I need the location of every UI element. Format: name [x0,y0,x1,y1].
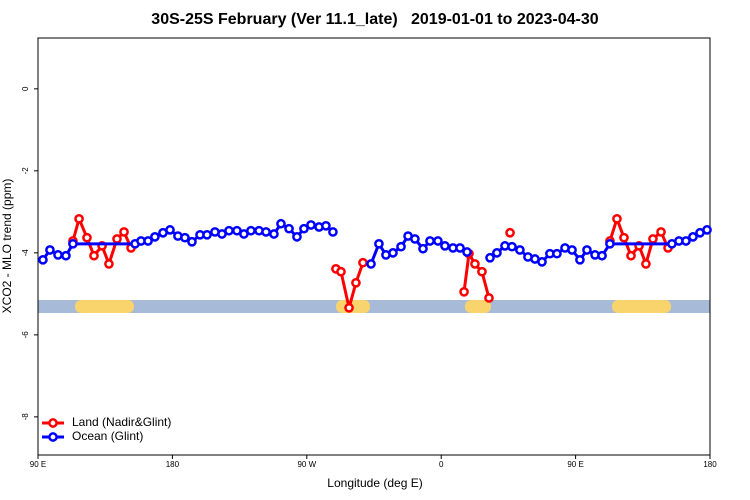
ocean-band [38,300,710,313]
data-point [505,227,515,238]
data-point [552,248,562,259]
legend-marker [48,432,58,442]
x-axis-label: Longitude (deg E) [327,476,422,490]
data-point [470,259,480,269]
data-point [299,223,309,234]
chart-title: 30S-25S February (Ver 11.1_late) 2019-01… [151,11,598,28]
data-point [425,236,435,246]
data-point [38,254,48,265]
data-point [119,227,129,237]
data-point [605,238,615,249]
data-point [681,236,691,246]
x-tick-label: 90 W [297,460,316,469]
data-point [374,238,384,249]
x-tick-label: 0 [439,460,444,469]
data-point [418,243,428,254]
data-point [656,227,666,237]
data-point [537,257,547,267]
data-point [165,225,175,235]
data-point [53,250,63,260]
data-point [224,225,234,236]
data-point [612,213,622,224]
data-point [202,229,212,240]
data-point [336,266,346,277]
y-tick-label: 0 [21,86,30,91]
data-point [507,241,517,252]
y-axis-label: XCO2 - MLO trend (ppm) [0,179,14,314]
data-point [492,248,502,258]
land-band [75,300,134,313]
data-point [82,232,92,243]
data-point [484,293,494,303]
data-point [104,259,114,269]
x-tick-label: 90 E [567,460,583,469]
x-tick-label: 90 E [30,460,46,469]
data-point [292,232,302,242]
data-point [388,248,398,258]
legend-label: Ocean (Glint) [72,429,143,443]
data-point [459,286,469,297]
data-point [396,241,406,252]
data-point [344,302,354,313]
data-point [567,245,577,255]
data-point [150,232,160,242]
data-point [462,247,472,257]
data-point [575,254,585,265]
data-point [410,234,420,244]
data-point [440,241,450,251]
data-point [477,266,487,277]
data-point [61,250,71,261]
data-point [74,213,84,224]
data-point [641,259,651,269]
data-point [702,225,712,235]
data-point [358,257,368,268]
legend-label: Land (Nadir&Glint) [72,415,171,429]
data-point [306,220,316,230]
data-point [626,250,636,261]
data-point [276,218,286,229]
data-point [582,245,592,255]
y-tick-label: -2 [21,167,30,175]
data-point [269,229,279,239]
data-point [515,245,525,255]
data-point [455,243,465,253]
data-point [68,238,78,249]
y-tick-label: -4 [21,249,30,257]
data-point [45,245,55,255]
land-band [612,300,671,313]
data-point [366,259,376,269]
data-point [143,236,153,246]
data-point [89,250,99,261]
land-mask [38,300,710,313]
legend: Land (Nadir&Glint)Ocean (Glint) [42,415,171,443]
y-tick-label: -6 [21,331,30,339]
data-point [112,234,122,244]
data-point [688,232,698,242]
x-tick-label: 180 [166,460,180,469]
data-point [619,232,629,243]
data-point [261,227,271,237]
data-point [328,227,338,237]
y-tick-label: -8 [21,413,30,421]
legend-marker [48,418,58,428]
data-point [180,232,190,243]
data-point [284,223,294,234]
data-point [246,225,256,236]
land-band [465,300,491,313]
data-point [351,277,361,288]
data-point [485,252,495,263]
data-point [187,236,197,247]
data-point [648,234,658,244]
data-point [321,220,331,231]
plot-frame [37,37,711,456]
x-tick-label: 180 [703,460,717,469]
data-point [597,250,607,261]
data-point [433,236,443,246]
